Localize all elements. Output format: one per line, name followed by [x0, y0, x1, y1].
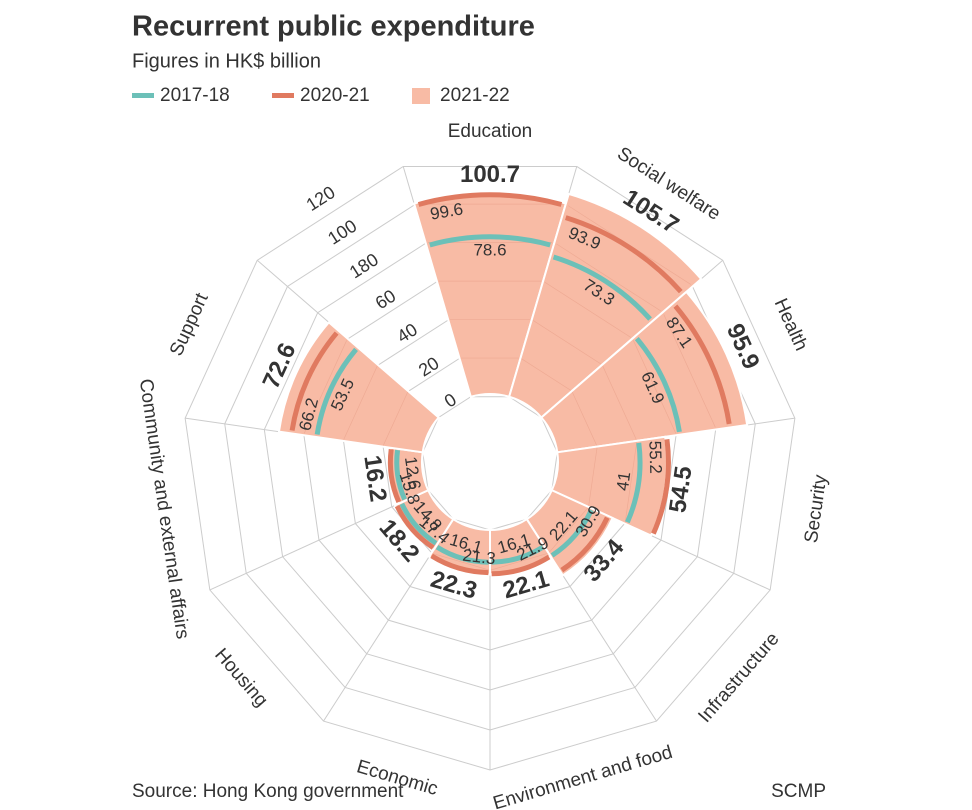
series-arc	[550, 509, 594, 558]
source: Source: Hong Kong government	[132, 781, 404, 802]
value-label: 41	[613, 470, 634, 491]
y-tick-label: 180	[346, 249, 382, 282]
category-label: Environment and food	[491, 742, 675, 810]
bar-grid	[490, 553, 548, 571]
category-label: Security	[801, 473, 832, 544]
legend-label: 2017-18	[160, 85, 230, 106]
series-arc	[417, 192, 563, 207]
category-label: Housing	[210, 645, 272, 711]
bar-grid	[303, 340, 348, 434]
value-label: 12.6	[401, 455, 425, 490]
category-label: Community and external affairs	[135, 377, 193, 640]
bar-grid	[588, 447, 598, 506]
series-arc	[430, 553, 489, 576]
value-label: 78.6	[473, 240, 506, 259]
legend-swatch	[132, 93, 154, 98]
series-arc	[314, 347, 358, 435]
series-arc	[394, 504, 435, 550]
series-arc	[435, 544, 489, 565]
series-arc	[394, 449, 407, 501]
bar-grid	[632, 340, 677, 434]
y-tick-label: 20	[415, 353, 443, 381]
legend-label: 2021-22	[440, 85, 510, 106]
bar-grid	[521, 358, 572, 391]
spoke	[209, 489, 429, 591]
chart-subtitle: Figures in HK$ billion	[132, 50, 321, 72]
category-label: Health	[770, 295, 812, 354]
bar-grid	[549, 507, 589, 553]
series-arc	[651, 438, 671, 535]
chart-title: Recurrent public expenditure	[132, 11, 535, 43]
bar-grid	[432, 553, 490, 571]
bar	[507, 192, 703, 419]
series-arc	[289, 331, 339, 431]
bar-grid	[624, 442, 638, 523]
series-arc	[491, 554, 551, 577]
grid-ring	[184, 165, 796, 771]
category-label: Support	[166, 289, 213, 359]
legend-swatch	[272, 93, 294, 98]
bar-grid	[663, 314, 716, 428]
series-arc	[429, 234, 551, 248]
value-label: 54.5	[664, 464, 697, 514]
y-tick-label: 0	[441, 389, 460, 411]
series-arc	[560, 516, 610, 573]
series-arc	[565, 215, 683, 294]
bar-grid	[544, 281, 632, 338]
series-arc	[625, 442, 643, 524]
value-label: 21.3	[462, 546, 497, 569]
legend-label: 2020-21	[300, 85, 370, 106]
y-tick-label: 60	[372, 286, 400, 314]
series-arc	[491, 544, 545, 565]
category-label: Education	[448, 121, 533, 142]
legend: 2017-18 2020-21 2021-22	[132, 85, 510, 106]
legend-swatch	[412, 88, 430, 104]
grid-ring	[422, 396, 558, 531]
value-label: 16.2	[358, 454, 391, 504]
series-arc	[387, 448, 402, 504]
bar-grid	[382, 391, 408, 446]
y-tick-label: 40	[393, 319, 421, 347]
grid-ring	[224, 204, 756, 731]
category-label: Infrastructure	[694, 629, 783, 727]
series-arc	[673, 304, 732, 425]
bar-grid	[532, 320, 602, 365]
y-tick-label: 120	[303, 182, 339, 215]
series-arc	[399, 502, 438, 546]
series-arc	[552, 254, 652, 321]
series-arc	[634, 336, 682, 433]
value-label: 55.2	[645, 440, 665, 474]
value-label: 100.7	[460, 161, 520, 188]
bar-grid	[572, 391, 598, 446]
credit: SCMP	[771, 781, 826, 802]
bar-grid	[343, 366, 378, 440]
bar-grid	[602, 366, 637, 440]
bar-grid	[556, 243, 661, 312]
